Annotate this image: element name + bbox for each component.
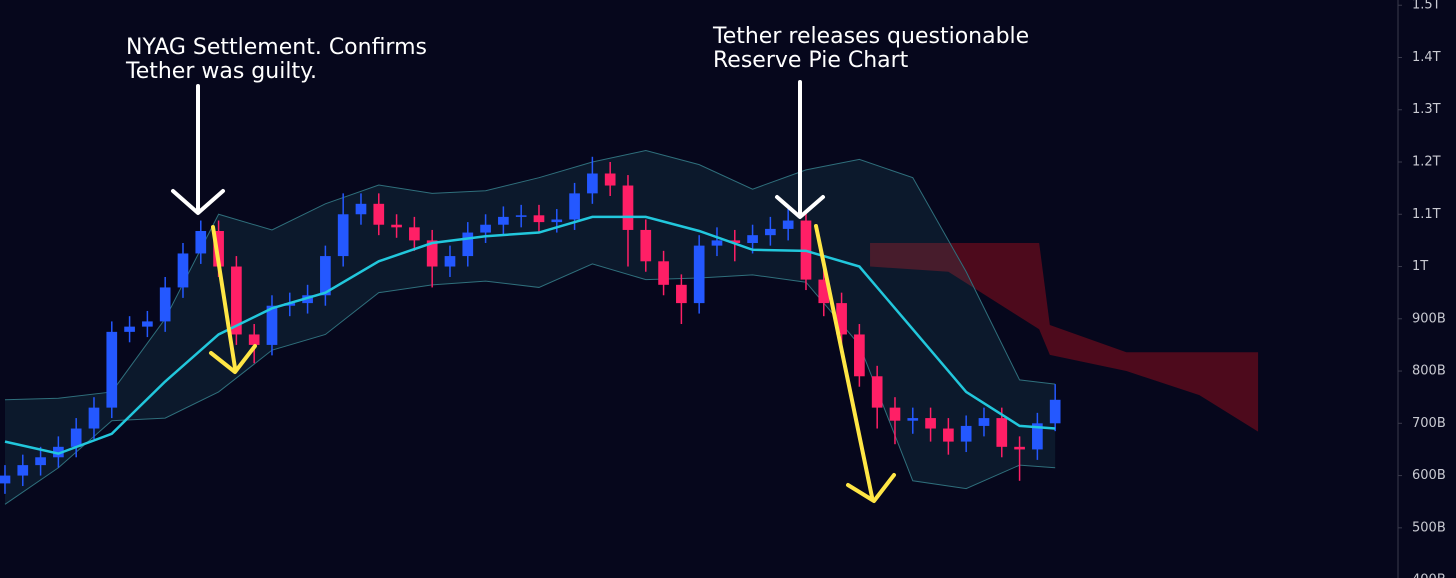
candle-body xyxy=(765,228,776,236)
white-arrows xyxy=(171,80,825,219)
candle-body xyxy=(676,284,687,304)
candle-body xyxy=(213,230,224,267)
candle-body xyxy=(836,303,847,335)
candle-body xyxy=(818,279,830,304)
arrow-head xyxy=(171,189,225,215)
candle-body xyxy=(302,295,313,304)
candle-body xyxy=(70,428,82,447)
candle-body xyxy=(996,418,1008,447)
y-tick-label: 1.1T xyxy=(1412,207,1441,222)
candle-body xyxy=(658,261,669,285)
candle-body xyxy=(0,475,11,484)
candle-body xyxy=(515,215,527,217)
candle-body xyxy=(1014,446,1025,450)
candle-body xyxy=(729,240,741,244)
y-tick-label: 1.4T xyxy=(1412,50,1441,65)
annotations: NYAG Settlement. Confirms Tether was gui… xyxy=(125,24,1029,503)
annotation-line: Tether releases questionable xyxy=(712,24,1029,49)
annotation-line: Tether was guilty. xyxy=(125,59,317,84)
y-tick-label: 1T xyxy=(1412,259,1428,274)
candle-body xyxy=(106,331,118,408)
candle-body xyxy=(711,240,723,246)
cloud-area xyxy=(870,243,1259,432)
arrow-shaft xyxy=(211,225,237,370)
candle-body xyxy=(587,173,598,194)
candle-body xyxy=(551,219,563,223)
candle-body xyxy=(640,229,652,262)
candle-body xyxy=(960,425,972,442)
candle-body xyxy=(35,457,46,466)
candle-body xyxy=(284,303,296,306)
y-tick-label: 500B xyxy=(1412,520,1446,535)
candle-body xyxy=(498,216,509,225)
candle-body xyxy=(355,203,367,215)
candle-body xyxy=(1049,399,1061,424)
y-tick-label: 1.5T xyxy=(1412,0,1441,13)
arrow-head xyxy=(846,473,896,503)
candle-body xyxy=(462,232,474,257)
candle-body xyxy=(943,428,954,442)
y-tick-label: 1.3T xyxy=(1412,102,1441,117)
candle-body xyxy=(444,256,456,267)
candle-body xyxy=(17,465,29,476)
candle-body xyxy=(569,193,580,220)
candle-body xyxy=(320,256,331,296)
candle-body xyxy=(337,214,349,257)
annotation-line: NYAG Settlement. Confirms xyxy=(126,35,427,60)
candle-body xyxy=(907,418,919,421)
y-tick-label: 1.2T xyxy=(1412,155,1441,170)
candle-body xyxy=(480,224,491,233)
candle-body xyxy=(195,230,207,254)
candle-body xyxy=(142,321,153,327)
y-tick-label: 600B xyxy=(1412,468,1446,483)
y-tick-label: 900B xyxy=(1412,311,1446,326)
annotation-line: Reserve Pie Chart xyxy=(713,48,909,73)
candle-body xyxy=(124,326,135,332)
candle-body xyxy=(426,240,438,267)
candle-body xyxy=(854,334,865,377)
candle-body xyxy=(266,305,278,345)
candle-body xyxy=(693,245,705,304)
candle-body xyxy=(177,253,189,288)
yellow-arrows xyxy=(209,224,896,503)
y-tick-label: 800B xyxy=(1412,364,1446,379)
candle-body xyxy=(889,407,901,421)
candle-body xyxy=(391,224,402,228)
candle-body xyxy=(604,173,616,186)
candle-body xyxy=(248,334,260,345)
band-fill xyxy=(4,150,1056,505)
candle-body xyxy=(871,376,883,408)
arrow-head xyxy=(209,344,257,374)
candle-body xyxy=(409,227,420,241)
candle-body xyxy=(159,287,171,322)
candle-body xyxy=(925,418,936,429)
candle-body xyxy=(533,215,545,223)
candle-body xyxy=(782,220,794,229)
candle-body xyxy=(373,203,385,225)
y-tick-label: 700B xyxy=(1412,416,1446,431)
candle-body xyxy=(88,407,100,429)
arrow-head xyxy=(775,195,825,219)
y-tick-label: 400B xyxy=(1412,573,1446,578)
arrow-shaft xyxy=(814,224,874,499)
candle-body xyxy=(231,266,242,335)
candle-body xyxy=(1032,423,1043,450)
candle-body xyxy=(747,235,758,244)
candle-body xyxy=(978,418,990,426)
band-basis xyxy=(4,215,1056,455)
candle-body xyxy=(622,185,634,230)
candle-body xyxy=(53,446,64,458)
